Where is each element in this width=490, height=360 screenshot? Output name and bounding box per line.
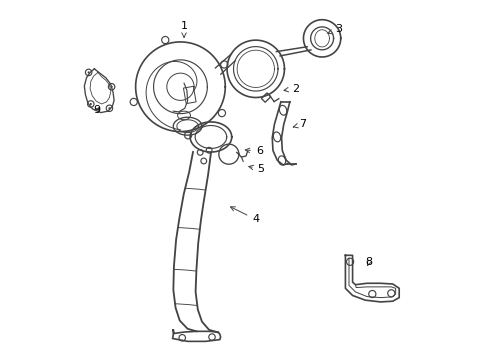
Text: 7: 7 [293, 120, 306, 129]
Text: 3: 3 [328, 24, 342, 35]
Text: 6: 6 [245, 146, 263, 156]
Text: 8: 8 [365, 257, 372, 267]
Circle shape [90, 103, 92, 105]
Text: 9: 9 [94, 105, 101, 115]
Circle shape [108, 107, 111, 109]
Text: 2: 2 [284, 84, 299, 94]
Bar [261, 93, 271, 102]
Circle shape [111, 86, 113, 88]
Text: 5: 5 [249, 164, 265, 174]
Text: 1: 1 [180, 21, 188, 37]
Circle shape [88, 71, 90, 73]
Text: 4: 4 [230, 207, 259, 224]
Bar [183, 86, 196, 104]
